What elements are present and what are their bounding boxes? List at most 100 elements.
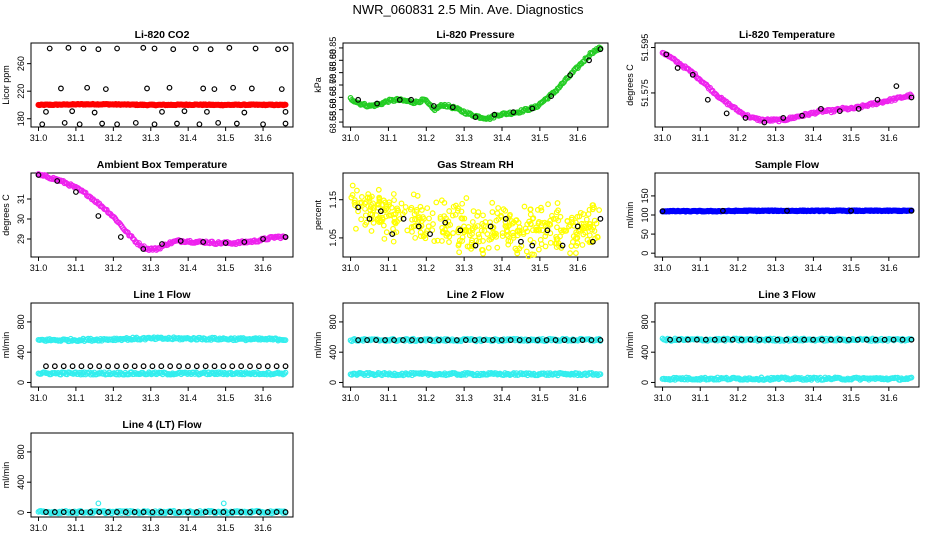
data-point (534, 337, 541, 343)
data-point (151, 121, 158, 128)
data-point (552, 337, 559, 343)
data-point (538, 207, 545, 214)
data-point (358, 199, 365, 206)
data-point (355, 204, 362, 211)
data-point (264, 509, 271, 515)
plot-frame (342, 172, 609, 258)
data-point (226, 509, 233, 516)
y-axis-label: ml/min (625, 202, 635, 229)
plot-frame (654, 42, 920, 128)
data-point (597, 337, 604, 343)
data-point (211, 509, 218, 515)
y-tick-label: 50 (640, 229, 650, 239)
x-tick-label: 31.2 (105, 393, 123, 403)
data-point (151, 45, 158, 52)
y-tick-label: 800 (640, 314, 650, 329)
data-point (430, 221, 436, 227)
data-point (863, 336, 870, 343)
series-cyan-high (35, 334, 289, 345)
x-tick-label: 31.3 (142, 523, 160, 533)
data-point (908, 207, 915, 214)
data-point (443, 232, 450, 239)
data-point (355, 96, 362, 103)
data-point (512, 245, 519, 252)
data-point (436, 337, 442, 343)
data-point (394, 205, 401, 212)
data-point (792, 336, 799, 343)
data-point (381, 99, 388, 106)
x-tick-label: 31.0 (30, 393, 48, 403)
data-point (498, 213, 505, 220)
x-tick-label: 31.1 (380, 133, 398, 143)
data-point (531, 251, 537, 258)
data-point (408, 96, 415, 103)
data-point (362, 212, 369, 219)
y-tick-label: 220 (16, 84, 26, 99)
x-tick-label: 31.6 (880, 393, 898, 403)
data-point (538, 204, 544, 211)
data-point (747, 336, 754, 343)
y-axis-label: kPa (313, 77, 323, 93)
data-point (472, 242, 479, 249)
data-point (514, 232, 521, 239)
data-point (475, 231, 482, 238)
x-tick-label: 31.3 (455, 133, 473, 143)
x-tick-label: 31.5 (531, 393, 549, 403)
data-point (489, 199, 496, 206)
data-point (478, 227, 485, 234)
data-point (220, 500, 227, 507)
data-point (553, 209, 560, 216)
data-point (87, 509, 94, 515)
data-point (506, 222, 513, 229)
x-tick-label: 31.1 (691, 393, 709, 403)
data-point (899, 336, 906, 343)
data-point (507, 337, 514, 343)
data-point (729, 336, 736, 343)
y-tick-label: 100 (640, 207, 650, 222)
data-point (765, 336, 772, 343)
y-tick-label: 260 (16, 56, 26, 71)
data-point (530, 239, 537, 246)
data-point (837, 336, 843, 343)
data-point (176, 363, 182, 370)
data-point (449, 212, 456, 219)
series-black-low (39, 119, 289, 128)
data-point (354, 187, 360, 194)
data-point (761, 119, 768, 126)
series-cyan-low (659, 374, 915, 383)
panel-title: Li-820 CO2 (135, 29, 190, 41)
x-tick-label: 31.6 (880, 263, 898, 273)
chart-panel-5: Gas Stream RH percent 31.0 31.1 31.2 31.3 31.4… (313, 159, 609, 273)
data-point (425, 223, 432, 230)
data-point (404, 227, 411, 234)
x-tick-label: 31.5 (842, 263, 860, 273)
plot-frame (30, 302, 294, 388)
x-tick-label: 31.4 (805, 263, 823, 273)
data-point (390, 211, 397, 218)
data-point (509, 229, 516, 236)
data-point (456, 237, 463, 244)
data-point (469, 231, 475, 237)
data-point (544, 227, 551, 234)
series-black (43, 363, 289, 370)
x-tick-label: 31.1 (691, 263, 709, 273)
panel-title: Li-820 Temperature (739, 29, 835, 41)
x-tick-label: 31.3 (455, 263, 473, 273)
y-tick-label: 29 (16, 234, 26, 244)
series-magenta (35, 171, 289, 254)
data-point (495, 338, 502, 344)
data-point (200, 239, 207, 245)
data-point (374, 100, 380, 107)
data-point (69, 108, 76, 115)
data-point (498, 337, 505, 343)
data-point (78, 363, 85, 370)
data-point (383, 229, 390, 236)
data-point (689, 71, 696, 78)
data-point (574, 223, 581, 230)
data-point (493, 217, 500, 224)
y-tick-label: 400 (16, 475, 26, 490)
data-point (493, 370, 500, 377)
x-tick-label: 31.2 (729, 393, 747, 403)
series-cyan-low (347, 369, 604, 379)
data-point (711, 336, 718, 343)
